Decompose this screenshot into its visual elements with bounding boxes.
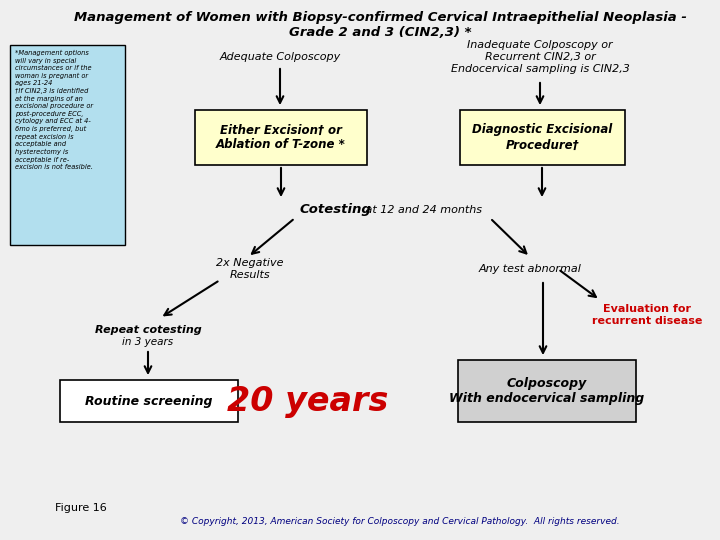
Text: © Copyright, 2013, American Society for Colposcopy and Cervical Pathology.  All : © Copyright, 2013, American Society for … xyxy=(180,517,620,526)
Text: Any test abnormal: Any test abnormal xyxy=(479,264,582,274)
FancyBboxPatch shape xyxy=(60,380,238,422)
FancyBboxPatch shape xyxy=(460,110,625,165)
Text: Routine screening: Routine screening xyxy=(85,395,212,408)
Text: Management of Women with Biopsy-confirmed Cervical Intraepithelial Neoplasia -: Management of Women with Biopsy-confirme… xyxy=(73,11,686,24)
Text: at 12 and 24 months: at 12 and 24 months xyxy=(362,205,482,215)
Text: *Management options
will vary in special
circumstances or if the
woman is pregna: *Management options will vary in special… xyxy=(15,50,93,170)
Text: Evaluation for
recurrent disease: Evaluation for recurrent disease xyxy=(592,304,702,326)
Text: Either Excision† or
Ablation of T-zone *: Either Excision† or Ablation of T-zone * xyxy=(216,124,346,152)
Text: 2x Negative
Results: 2x Negative Results xyxy=(216,258,284,280)
Text: Cotesting: Cotesting xyxy=(300,204,372,217)
FancyBboxPatch shape xyxy=(10,45,125,245)
Text: Grade 2 and 3 (CIN2,3) *: Grade 2 and 3 (CIN2,3) * xyxy=(289,26,472,39)
Text: Inadequate Colposcopy or
Recurrent CIN2,3 or
Endocervical sampling is CIN2,3: Inadequate Colposcopy or Recurrent CIN2,… xyxy=(451,40,629,73)
Text: Adequate Colposcopy: Adequate Colposcopy xyxy=(220,52,341,62)
Text: Diagnostic Excisional
Procedure†: Diagnostic Excisional Procedure† xyxy=(472,124,613,152)
Text: Colposcopy
With endocervical sampling: Colposcopy With endocervical sampling xyxy=(449,377,644,405)
FancyBboxPatch shape xyxy=(195,110,367,165)
Text: in 3 years: in 3 years xyxy=(122,337,174,347)
Text: Figure 16: Figure 16 xyxy=(55,503,107,513)
Text: 20 years: 20 years xyxy=(228,386,389,418)
Text: Repeat cotesting: Repeat cotesting xyxy=(94,325,202,335)
FancyBboxPatch shape xyxy=(458,360,636,422)
